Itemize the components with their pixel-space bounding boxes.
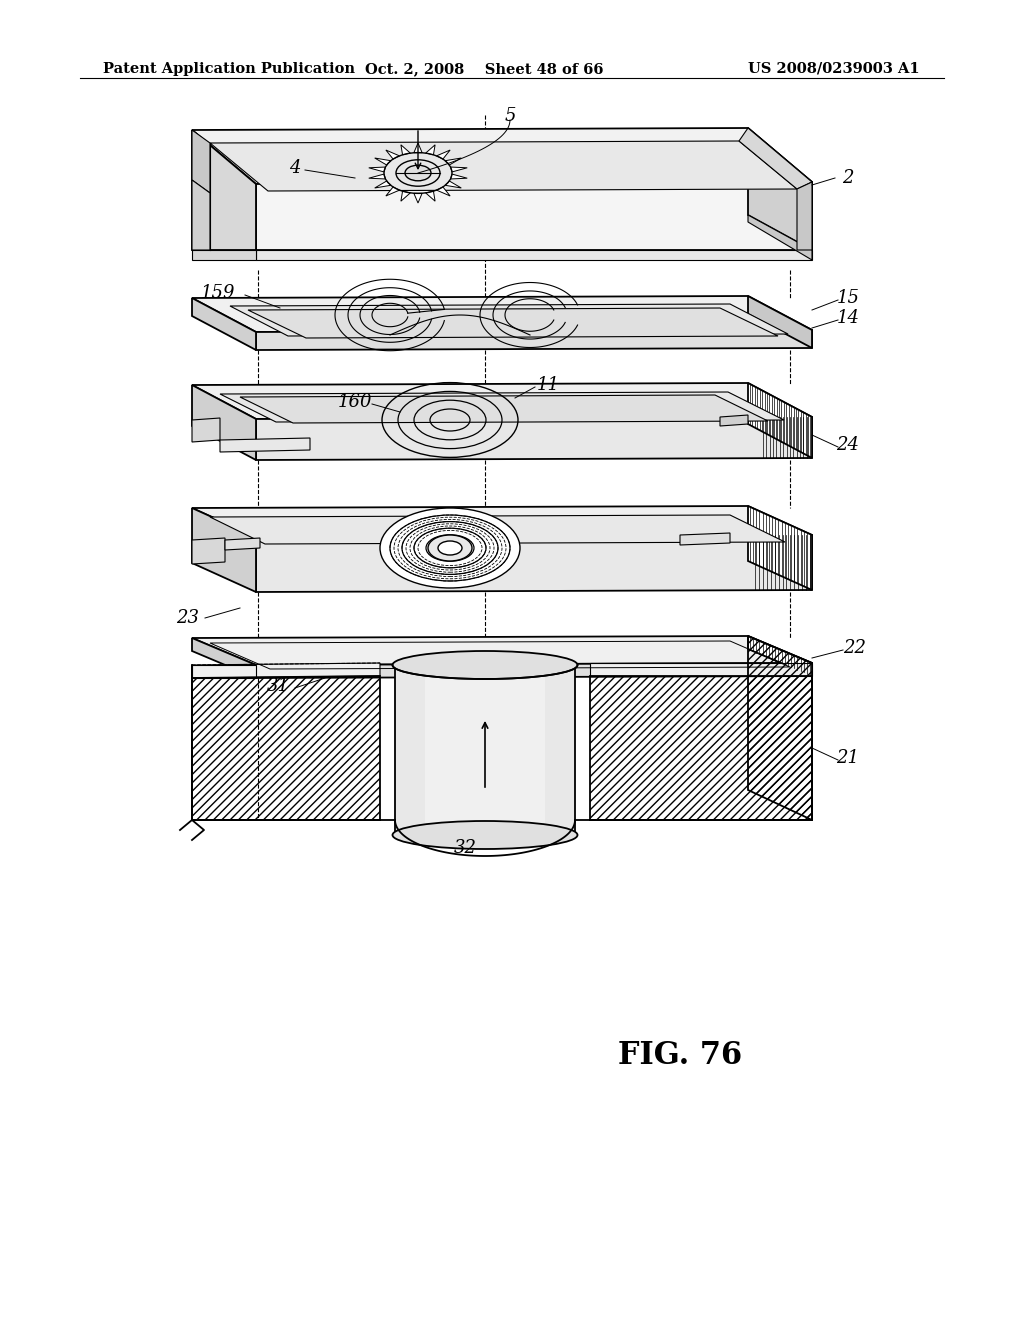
Text: Oct. 2, 2008    Sheet 48 of 66: Oct. 2, 2008 Sheet 48 of 66	[365, 62, 603, 77]
Polygon shape	[451, 168, 467, 172]
Polygon shape	[748, 215, 812, 260]
Polygon shape	[386, 150, 399, 160]
Polygon shape	[193, 180, 210, 249]
Polygon shape	[445, 181, 461, 187]
Polygon shape	[193, 129, 256, 249]
Text: FIG. 76: FIG. 76	[617, 1040, 742, 1071]
Polygon shape	[193, 636, 812, 665]
Text: US 2008/0239003 A1: US 2008/0239003 A1	[748, 62, 920, 77]
Polygon shape	[193, 383, 812, 418]
Ellipse shape	[438, 541, 462, 554]
Polygon shape	[248, 308, 778, 338]
Polygon shape	[386, 187, 399, 195]
Polygon shape	[436, 150, 451, 160]
Polygon shape	[425, 665, 545, 836]
Polygon shape	[748, 128, 812, 249]
Polygon shape	[256, 182, 812, 249]
Polygon shape	[230, 304, 788, 337]
Text: 4: 4	[289, 158, 301, 177]
Text: 15: 15	[837, 289, 859, 308]
Polygon shape	[369, 168, 385, 172]
Polygon shape	[193, 539, 225, 564]
Polygon shape	[256, 535, 812, 591]
Text: 14: 14	[837, 309, 859, 327]
Polygon shape	[395, 665, 425, 836]
Polygon shape	[193, 418, 220, 442]
Polygon shape	[193, 663, 380, 678]
Text: 159: 159	[201, 284, 236, 302]
Text: 32: 32	[454, 840, 476, 857]
Text: 22: 22	[844, 639, 866, 657]
Polygon shape	[748, 296, 812, 348]
Text: 23: 23	[176, 609, 200, 627]
Polygon shape	[401, 191, 411, 201]
Polygon shape	[748, 636, 812, 676]
Text: Patent Application Publication: Patent Application Publication	[103, 62, 355, 77]
Polygon shape	[748, 506, 812, 590]
Polygon shape	[426, 145, 435, 154]
Ellipse shape	[392, 651, 578, 678]
Polygon shape	[375, 181, 391, 187]
Polygon shape	[414, 193, 422, 203]
Ellipse shape	[380, 508, 520, 587]
Polygon shape	[256, 330, 812, 350]
Polygon shape	[545, 665, 575, 836]
Polygon shape	[369, 174, 385, 180]
Polygon shape	[240, 395, 768, 422]
Polygon shape	[414, 143, 422, 153]
Polygon shape	[590, 663, 812, 676]
Polygon shape	[426, 191, 435, 201]
Polygon shape	[220, 392, 784, 422]
Polygon shape	[193, 385, 256, 459]
Text: 160: 160	[338, 393, 373, 411]
Polygon shape	[210, 515, 785, 544]
Polygon shape	[451, 174, 467, 180]
Polygon shape	[445, 158, 461, 165]
Text: 5: 5	[504, 107, 516, 125]
Polygon shape	[680, 533, 730, 545]
Text: 21: 21	[837, 748, 859, 767]
Polygon shape	[401, 145, 411, 154]
Text: 24: 24	[837, 436, 859, 454]
Polygon shape	[797, 182, 812, 249]
Polygon shape	[720, 414, 748, 426]
Polygon shape	[748, 383, 812, 458]
Text: 31: 31	[266, 677, 290, 696]
Polygon shape	[256, 663, 812, 678]
Polygon shape	[739, 128, 812, 189]
Ellipse shape	[392, 821, 578, 849]
Text: 2: 2	[843, 169, 854, 187]
Polygon shape	[210, 141, 797, 191]
Ellipse shape	[406, 165, 431, 181]
Polygon shape	[193, 128, 812, 183]
Polygon shape	[193, 296, 812, 333]
Polygon shape	[193, 129, 210, 193]
Polygon shape	[436, 187, 451, 195]
Polygon shape	[220, 438, 310, 451]
Text: 11: 11	[537, 376, 559, 393]
Polygon shape	[193, 506, 812, 537]
Polygon shape	[225, 539, 260, 550]
Polygon shape	[193, 249, 256, 260]
Polygon shape	[193, 298, 256, 350]
Polygon shape	[375, 158, 391, 165]
Ellipse shape	[428, 535, 472, 561]
Polygon shape	[256, 249, 812, 260]
Polygon shape	[256, 417, 812, 459]
Polygon shape	[193, 508, 256, 591]
Polygon shape	[193, 638, 256, 678]
